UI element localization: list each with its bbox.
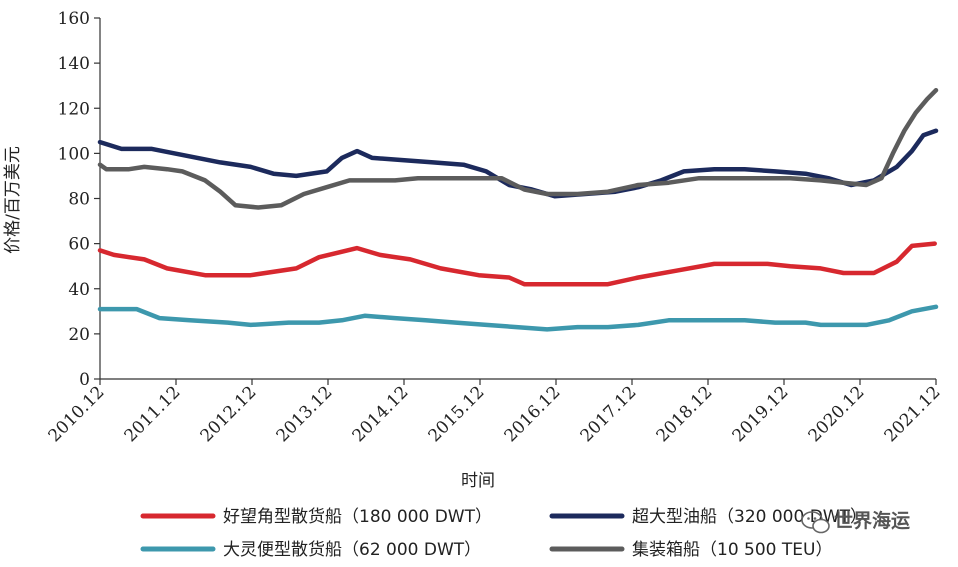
y-axis-title: 价格/百万美元 (3, 146, 23, 254)
x-axis-ticks: 2010.12 2011.12 2012.12 2013.12 2014.12 2015.… (45, 379, 945, 446)
watermark-text: 世界海运 (834, 509, 910, 532)
x-tick-label: 2014.12 (349, 382, 413, 446)
x-axis-title: 时间 (461, 471, 495, 491)
series-line-1 (97, 241, 937, 287)
x-tick-label: 2020.12 (805, 382, 869, 446)
y-tick-label: 160 (58, 9, 90, 29)
x-tick-label: 2017.12 (577, 382, 641, 446)
legend-label-2: 超大型油船（320 000 DWT） (632, 507, 867, 527)
y-tick-label: 20 (68, 325, 90, 345)
x-tick-label: 2015.12 (425, 382, 489, 446)
watermark: 世界海运 (801, 509, 910, 534)
y-tick-label: 40 (68, 280, 90, 300)
y-tick-label: 60 (68, 235, 90, 255)
y-axis-ticks: 0 20 40 60 80 100 120 140 160 (58, 9, 100, 390)
wechat-icon (801, 511, 830, 534)
x-tick-label: 2019.12 (729, 382, 793, 446)
series-lines (97, 87, 939, 332)
x-tick-label: 2011.12 (121, 382, 185, 446)
y-tick-label: 80 (68, 190, 90, 210)
series-line-3 (97, 304, 939, 332)
y-tick-label: 100 (58, 144, 90, 164)
x-tick-label: 2021.12 (881, 382, 945, 446)
y-tick-label: 0 (79, 370, 90, 390)
legend: 好望角型散货船（180 000 DWT） 超大型油船（320 000 DWT） 大灵… (140, 507, 867, 560)
x-tick-label: 2010.12 (45, 382, 109, 446)
x-tick-label: 2016.12 (501, 382, 565, 446)
legend-label-1: 好望角型散货船（180 000 DWT） (223, 507, 492, 527)
legend-label-4: 集装箱船（10 500 TEU） (632, 540, 832, 560)
legend-label-3: 大灵便型散货船（62 000 DWT） (223, 540, 481, 560)
series-line-4 (97, 87, 939, 210)
x-tick-label: 2012.12 (197, 382, 261, 446)
y-tick-label: 120 (58, 99, 90, 119)
x-tick-label: 2018.12 (653, 382, 717, 446)
x-tick-label: 2013.12 (273, 382, 337, 446)
y-tick-label: 140 (58, 54, 90, 74)
